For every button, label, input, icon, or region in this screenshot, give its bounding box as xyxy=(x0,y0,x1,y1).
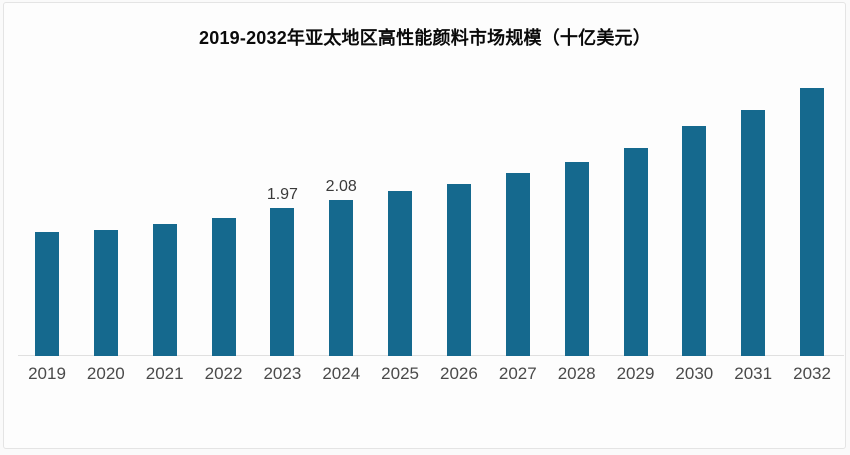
bar-2025 xyxy=(388,191,413,356)
x-axis-label-2025: 2025 xyxy=(381,364,419,383)
x-axis-label-2032: 2032 xyxy=(793,364,831,383)
bar-2031 xyxy=(741,110,766,356)
bar-2024 xyxy=(329,199,354,356)
bar-2019 xyxy=(35,231,59,356)
bar-2023 xyxy=(270,207,295,356)
x-axis-label-2031: 2031 xyxy=(734,364,773,383)
bar-2022 xyxy=(211,218,236,356)
x-axis-label-2020: 2020 xyxy=(86,364,125,383)
chart-title: 2019-2032年亚太地区高性能颜料市场规模（十亿美元） xyxy=(199,28,651,48)
x-axis-label-2021: 2021 xyxy=(145,364,184,383)
bar-2020 xyxy=(93,230,118,356)
x-axis-label-2030: 2030 xyxy=(675,364,714,383)
bar-2026 xyxy=(446,183,471,356)
value-label-2023: 1.97 xyxy=(266,185,298,203)
bar-2032 xyxy=(800,88,825,356)
x-axis-line xyxy=(18,355,844,356)
bar-2021 xyxy=(152,224,177,356)
x-axis-label-2022: 2022 xyxy=(204,364,243,383)
value-label-2024: 2.08 xyxy=(325,177,357,195)
x-axis-label-2019: 2019 xyxy=(28,364,66,383)
bar-2028 xyxy=(564,161,589,356)
x-axis-label-2024: 2024 xyxy=(322,364,361,383)
bar-2029 xyxy=(623,147,648,356)
x-axis-label-2029: 2029 xyxy=(616,364,655,383)
x-axis-label-2028: 2028 xyxy=(557,364,596,383)
x-axis-label-2027: 2027 xyxy=(498,364,537,383)
x-axis-label-2023: 2023 xyxy=(263,364,302,383)
bar-2027 xyxy=(505,173,530,356)
bar-2030 xyxy=(682,125,707,356)
x-axis-label-2026: 2026 xyxy=(440,364,478,383)
